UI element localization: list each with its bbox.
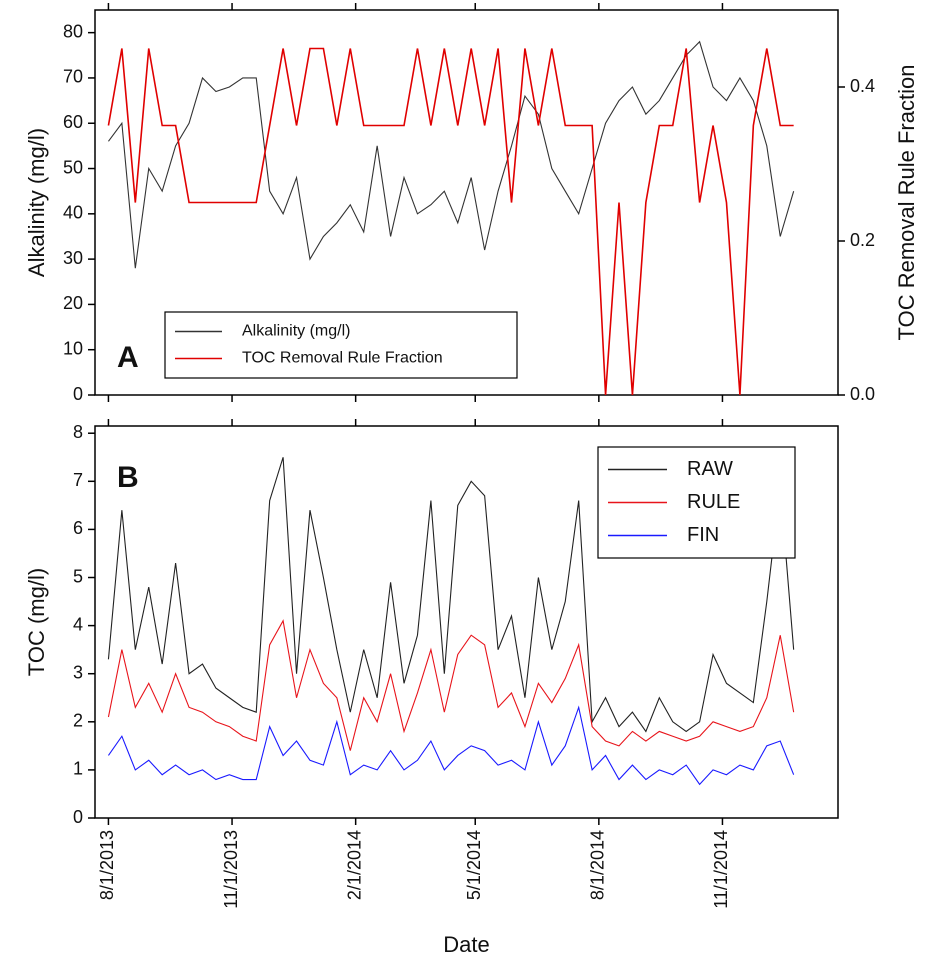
- y-tick-label: 60: [63, 112, 83, 132]
- x-tick-label: 8/1/2014: [588, 830, 608, 900]
- legend-box: [164, 311, 518, 379]
- y-tick-label: 1: [73, 759, 83, 779]
- y2-tick-label: 0.2: [850, 230, 875, 250]
- y-tick-label: 20: [63, 293, 83, 313]
- x-axis-label: Date: [443, 932, 489, 957]
- y-tick-label: 7: [73, 470, 83, 490]
- y-tick-label: 4: [73, 614, 83, 634]
- x-tick-label: 8/1/2013: [97, 830, 117, 900]
- series-line: [107, 47, 794, 396]
- y-tick-label: 2: [73, 711, 83, 731]
- y-tick-label: 8: [73, 422, 83, 442]
- plot-frame: [94, 9, 839, 396]
- y-axis-label: Alkalinity (mg/l): [24, 128, 49, 277]
- legend-label: RULE: [687, 491, 740, 513]
- y-tick-label: 50: [63, 157, 83, 177]
- y-tick-label: 0: [73, 384, 83, 404]
- y-tick-label: 40: [63, 203, 83, 223]
- y-tick-label: 80: [63, 21, 83, 41]
- y2-tick-label: 0.0: [850, 384, 875, 404]
- y-tick-label: 5: [73, 566, 83, 586]
- y2-tick-label: 0.4: [850, 76, 875, 96]
- y2-axis-label: TOC Removal Rule Fraction: [894, 65, 919, 341]
- series-line: [107, 40, 795, 269]
- legend-label: Alkalinity (mg/l): [242, 323, 350, 340]
- legend-label: TOC Removal Rule Fraction: [242, 350, 443, 367]
- y-tick-label: 3: [73, 662, 83, 682]
- y-tick-label: 6: [73, 518, 83, 538]
- y-axis-label: TOC (mg/l): [24, 568, 49, 676]
- series-line: [107, 619, 795, 751]
- y-tick-label: 70: [63, 67, 83, 87]
- x-tick-label: 11/1/2013: [221, 830, 241, 909]
- x-tick-label: 2/1/2014: [344, 830, 364, 900]
- panel-label: B: [117, 461, 139, 494]
- x-tick-label: 11/1/2014: [711, 830, 731, 909]
- y-tick-label: 30: [63, 248, 83, 268]
- y-tick-label: 10: [63, 338, 83, 358]
- panel-label: A: [117, 341, 139, 374]
- legend-label: FIN: [687, 524, 719, 546]
- x-tick-label: 5/1/2014: [464, 830, 484, 900]
- y-tick-label: 0: [73, 807, 83, 827]
- plot-frame: [94, 425, 839, 819]
- legend-label: RAW: [687, 458, 733, 480]
- series-line: [107, 705, 795, 786]
- series-line: [107, 457, 795, 733]
